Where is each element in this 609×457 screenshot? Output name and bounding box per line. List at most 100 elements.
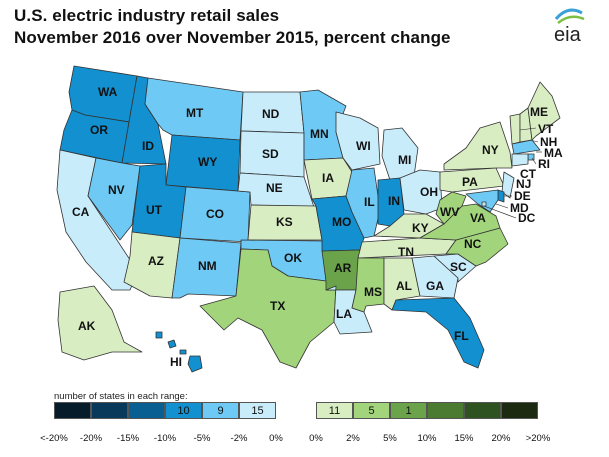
legend-bin: 9 xyxy=(202,402,239,419)
svg-text:RI: RI xyxy=(538,157,550,171)
state-fl[interactable] xyxy=(391,297,485,369)
legend-tick-label: -2% xyxy=(230,433,248,444)
svg-text:TX: TX xyxy=(270,299,285,313)
state-vt[interactable] xyxy=(509,113,521,145)
state-tx[interactable] xyxy=(199,248,337,369)
svg-text:GA: GA xyxy=(426,279,444,293)
legend-bin xyxy=(128,402,165,419)
svg-text:ND: ND xyxy=(262,107,280,121)
legend-bin: 10 xyxy=(165,402,202,419)
eia-logo: eia xyxy=(548,5,592,46)
svg-text:CA: CA xyxy=(72,205,90,219)
svg-text:ME: ME xyxy=(530,105,548,119)
svg-text:NJ: NJ xyxy=(516,177,531,191)
legend-bin: 5 xyxy=(353,402,390,419)
svg-text:KS: KS xyxy=(276,215,293,229)
legend-tick-label: <-20% xyxy=(40,433,68,444)
svg-text:IA: IA xyxy=(322,171,334,185)
svg-text:NE: NE xyxy=(266,181,283,195)
svg-text:TN: TN xyxy=(398,245,414,259)
svg-text:KY: KY xyxy=(412,221,429,235)
legend-bin xyxy=(54,402,91,419)
svg-text:HI: HI xyxy=(170,355,182,369)
svg-text:WI: WI xyxy=(356,139,371,153)
svg-text:MO: MO xyxy=(332,215,351,229)
svg-text:WY: WY xyxy=(198,155,217,169)
svg-text:NY: NY xyxy=(482,143,499,157)
svg-text:OK: OK xyxy=(284,251,302,265)
state-ny[interactable] xyxy=(443,121,513,171)
svg-text:OR: OR xyxy=(90,123,108,137)
legend-bin xyxy=(464,402,501,419)
svg-text:AR: AR xyxy=(334,261,352,275)
legend-tick-label: -10% xyxy=(153,433,177,444)
state-dc[interactable] xyxy=(481,201,487,207)
svg-text:WA: WA xyxy=(98,85,118,99)
svg-text:SD: SD xyxy=(262,147,279,161)
state-il[interactable] xyxy=(345,167,381,239)
svg-text:DE: DE xyxy=(514,189,531,203)
legend-bin: 15 xyxy=(239,402,276,419)
legend-tick-label: 2% xyxy=(346,433,360,444)
svg-text:AZ: AZ xyxy=(148,254,164,268)
svg-text:VA: VA xyxy=(470,211,486,225)
legend-tick-label: 5% xyxy=(383,433,397,444)
legend-tick-label: -15% xyxy=(116,433,140,444)
legend-bin xyxy=(501,402,538,419)
svg-text:AK: AK xyxy=(78,319,96,333)
svg-text:CT: CT xyxy=(520,167,537,181)
legend-tick-label: 20% xyxy=(491,433,511,444)
svg-text:NH: NH xyxy=(540,135,557,149)
svg-text:FL: FL xyxy=(454,329,469,343)
svg-text:SC: SC xyxy=(450,260,467,274)
svg-text:IL: IL xyxy=(364,195,375,209)
svg-text:PA: PA xyxy=(462,175,478,189)
state-de[interactable] xyxy=(497,189,505,203)
state-ma[interactable] xyxy=(511,139,541,155)
svg-text:NC: NC xyxy=(464,237,482,251)
state-ga[interactable] xyxy=(411,255,459,299)
svg-text:MI: MI xyxy=(398,153,411,167)
svg-text:MD: MD xyxy=(510,201,529,215)
svg-text:DC: DC xyxy=(518,211,536,225)
legend-caption: number of states in each range: xyxy=(54,391,188,402)
svg-text:ID: ID xyxy=(142,139,154,153)
legend-bin: 1 xyxy=(390,402,427,419)
legend-bin: 11 xyxy=(316,402,353,419)
svg-text:NV: NV xyxy=(108,183,125,197)
svg-text:OH: OH xyxy=(420,185,438,199)
svg-text:LA: LA xyxy=(336,307,352,321)
legend-tick-label: -5% xyxy=(193,433,211,444)
legend-tick-label: 15% xyxy=(454,433,474,444)
state-ri[interactable] xyxy=(527,153,535,161)
legend-tick-label: 0% xyxy=(309,433,323,444)
svg-text:CO: CO xyxy=(206,207,224,221)
legend-tick-label: 0% xyxy=(269,433,283,444)
svg-text:WV: WV xyxy=(440,205,459,219)
state-hi[interactable] xyxy=(155,331,203,373)
svg-text:MA: MA xyxy=(544,146,563,160)
svg-text:MN: MN xyxy=(310,127,329,141)
state-wi[interactable] xyxy=(335,111,381,171)
map-subtitle: November 2016 over November 2015, percen… xyxy=(14,28,451,47)
svg-text:MT: MT xyxy=(186,106,204,120)
map-title: U.S. electric industry retail sales xyxy=(14,6,280,25)
legend-bin xyxy=(427,402,464,419)
state-md[interactable] xyxy=(465,189,499,213)
state-ct[interactable] xyxy=(511,153,529,167)
svg-text:VT: VT xyxy=(538,122,554,136)
eia-logo-text: eia xyxy=(554,24,582,45)
svg-text:UT: UT xyxy=(146,203,163,217)
state-ak[interactable] xyxy=(57,285,143,361)
state-nj[interactable] xyxy=(501,171,515,199)
state-nv[interactable] xyxy=(87,157,141,241)
legend-tick-label: >20% xyxy=(525,433,551,444)
legend-bin xyxy=(91,402,128,419)
legend-tick-label: 10% xyxy=(417,433,437,444)
legend-tick-label: -20% xyxy=(79,433,103,444)
svg-text:AL: AL xyxy=(396,279,412,293)
svg-text:MS: MS xyxy=(364,285,382,299)
svg-text:NM: NM xyxy=(198,259,217,273)
svg-text:IN: IN xyxy=(388,194,400,208)
